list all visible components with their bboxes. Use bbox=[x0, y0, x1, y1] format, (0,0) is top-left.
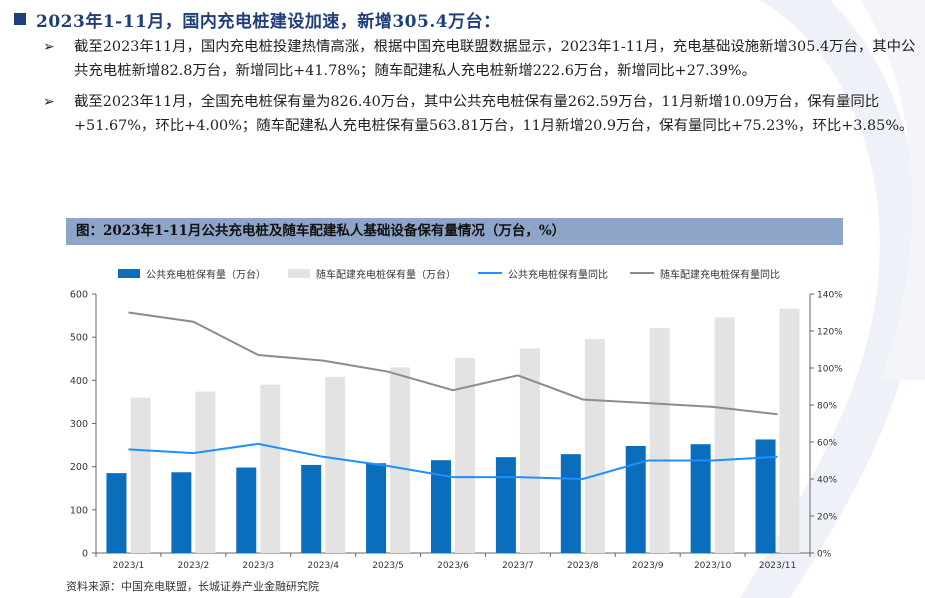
x-tick-label: 2023/9 bbox=[632, 561, 664, 571]
y-left-tick-label: 600 bbox=[70, 290, 88, 301]
bar-private-2023/9 bbox=[649, 328, 670, 553]
legend-label-public-bar: 公共充电桩保有量（万台） bbox=[146, 269, 266, 281]
bar-public-2023/10 bbox=[690, 444, 711, 553]
y-right-tick-label: 80% bbox=[817, 402, 837, 412]
bar-private-2023/6 bbox=[455, 357, 475, 553]
x-tick-label: 2023/2 bbox=[178, 561, 210, 571]
x-tick-label: 2023/6 bbox=[437, 561, 469, 571]
y-right-tick-label: 100% bbox=[817, 365, 843, 375]
bar-private-2023/2 bbox=[195, 391, 216, 553]
source-note: 资料来源：中国充电联盟，长城证券产业金融研究院 bbox=[66, 580, 319, 593]
bar-public-2023/8 bbox=[560, 454, 581, 553]
y-right-tick-label: 120% bbox=[817, 328, 843, 338]
x-tick-label: 2023/11 bbox=[759, 561, 796, 571]
line-public-yoy bbox=[128, 442, 778, 481]
y-right-tick-label: 0% bbox=[817, 550, 832, 560]
x-tick-label: 2023/7 bbox=[502, 561, 534, 571]
x-tick-label: 2023/10 bbox=[694, 561, 732, 571]
legend-swatch-private-line bbox=[630, 272, 654, 274]
y-right-tick-label: 140% bbox=[817, 291, 843, 301]
y-right-tick-label: 20% bbox=[817, 513, 837, 523]
combo-chart: 0 100 200 300 400 500 600 0% 20% 40% 60% 80% 100% 120… bbox=[70, 290, 843, 572]
bar-public-2023/1 bbox=[106, 473, 127, 553]
bar-private-2023/7 bbox=[519, 348, 540, 553]
bar-private-2023/8 bbox=[584, 338, 605, 553]
legend-swatch-public-bar bbox=[118, 268, 140, 278]
legend-item-public-bar: 公共充电桩保有量（万台） bbox=[118, 266, 266, 281]
chart-legend: 公共充电桩保有量（万台） 随车配建充电桩保有量（万台） 公共充电桩保有量同比 随… bbox=[118, 264, 802, 282]
bar-private-2023/1 bbox=[130, 397, 151, 553]
y-left-tick-label: 200 bbox=[70, 462, 88, 473]
x-tick-label: 2023/8 bbox=[567, 561, 599, 571]
bar-public-2023/2 bbox=[171, 472, 192, 553]
y-right-tick-label: 40% bbox=[817, 476, 837, 486]
x-tick-label: 2023/3 bbox=[242, 561, 274, 571]
bullet-arrow-icon: ➢ bbox=[43, 94, 55, 110]
bar-private-2023/4 bbox=[325, 376, 346, 553]
legend-label-private-bar: 随车配建充电桩保有量（万台） bbox=[316, 269, 456, 281]
y-left-tick-label: 100 bbox=[70, 505, 88, 516]
legend-item-private-line: 随车配建充电桩保有量同比 bbox=[630, 266, 780, 281]
legend-item-private-bar: 随车配建充电桩保有量（万台） bbox=[288, 266, 456, 281]
bar-public-2023/11 bbox=[755, 439, 776, 553]
bar-public-2023/7 bbox=[495, 457, 516, 553]
legend-label-private-line: 随车配建充电桩保有量同比 bbox=[660, 269, 780, 281]
figure-title: 图：2023年1-11月公共充电桩及随车配建私人基础设备保有量情况（万台，%） bbox=[76, 223, 566, 239]
y-left-tick-label: 0 bbox=[82, 549, 88, 560]
bar-private-2023/3 bbox=[260, 384, 281, 553]
x-tick-label: 2023/1 bbox=[113, 561, 145, 571]
legend-item-public-line: 公共充电桩保有量同比 bbox=[478, 266, 608, 281]
y-left-tick-label: 500 bbox=[70, 333, 88, 344]
bar-public-2023/6 bbox=[431, 460, 451, 553]
bar-public-2023/3 bbox=[236, 467, 257, 553]
bar-public-2023/5 bbox=[366, 463, 387, 553]
heading-text: 2023年1-11月，国内充电桩建设加速，新增305.4万台： bbox=[36, 11, 501, 32]
x-tick-label: 2023/5 bbox=[372, 561, 404, 571]
bullet-item-1: ➢ 截至2023年11月，国内充电桩投建热情高涨，根据中国充电联盟数据显示，20… bbox=[40, 36, 918, 83]
y-left-tick-label: 300 bbox=[70, 419, 88, 430]
bullet-list: ➢ 截至2023年11月，国内充电桩投建热情高涨，根据中国充电联盟数据显示，20… bbox=[40, 36, 918, 146]
legend-swatch-private-bar bbox=[288, 268, 310, 278]
y-left-tick-label: 400 bbox=[70, 376, 88, 387]
bar-private-2023/11 bbox=[779, 308, 800, 553]
line-private-yoy bbox=[128, 311, 778, 416]
section-heading: 2023年1-11月，国内充电桩建设加速，新增305.4万台： bbox=[14, 6, 501, 32]
bullet-arrow-icon: ➢ bbox=[43, 39, 55, 55]
legend-swatch-public-line bbox=[478, 272, 502, 274]
bar-public-2023/4 bbox=[301, 464, 322, 553]
bar-public-2023/9 bbox=[625, 445, 646, 553]
figure-title-bar: 图：2023年1-11月公共充电桩及随车配建私人基础设备保有量情况（万台，%） bbox=[66, 218, 843, 245]
bar-private-2023/5 bbox=[390, 367, 411, 553]
bullet-text-2: 截至2023年11月，全国充电桩保有量为826.40万台，其中公共充电桩保有量2… bbox=[74, 94, 914, 134]
heading-square-icon bbox=[14, 13, 26, 25]
y-right-tick-label: 60% bbox=[817, 439, 837, 449]
legend-label-public-line: 公共充电桩保有量同比 bbox=[508, 269, 608, 281]
bullet-item-2: ➢ 截至2023年11月，全国充电桩保有量为826.40万台，其中公共充电桩保有… bbox=[40, 91, 918, 138]
bullet-text-1: 截至2023年11月，国内充电桩投建热情高涨，根据中国充电联盟数据显示，2023… bbox=[74, 39, 916, 79]
x-tick-label: 2023/4 bbox=[307, 561, 339, 571]
bar-private-2023/10 bbox=[714, 317, 735, 553]
